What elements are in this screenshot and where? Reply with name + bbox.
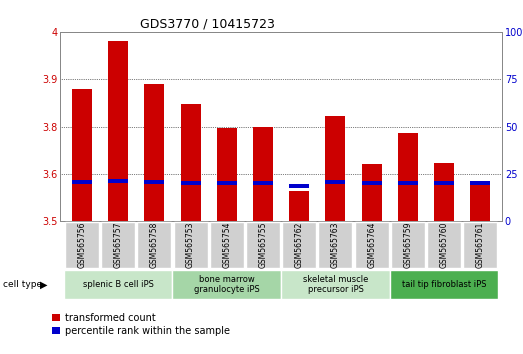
Bar <box>217 181 237 185</box>
Text: cell type: cell type <box>3 280 42 289</box>
Text: GSM565753: GSM565753 <box>186 222 195 268</box>
Bar <box>325 180 345 184</box>
Text: GSM565763: GSM565763 <box>331 222 340 268</box>
Text: GSM565759: GSM565759 <box>403 222 413 268</box>
Legend: transformed count, percentile rank within the sample: transformed count, percentile rank withi… <box>52 313 230 336</box>
FancyBboxPatch shape <box>65 222 99 268</box>
FancyBboxPatch shape <box>319 222 353 268</box>
Text: GSM565754: GSM565754 <box>222 222 231 268</box>
FancyBboxPatch shape <box>463 222 497 268</box>
FancyBboxPatch shape <box>64 270 173 298</box>
FancyBboxPatch shape <box>173 270 281 298</box>
FancyBboxPatch shape <box>391 222 425 268</box>
Text: GSM565760: GSM565760 <box>440 222 449 268</box>
Text: skeletal muscle
precursor iPS: skeletal muscle precursor iPS <box>303 275 368 294</box>
FancyBboxPatch shape <box>355 222 389 268</box>
Bar <box>144 84 164 221</box>
Bar <box>289 191 309 221</box>
Text: tail tip fibroblast iPS: tail tip fibroblast iPS <box>402 280 486 289</box>
Bar <box>398 133 418 221</box>
Text: bone marrow
granulocyte iPS: bone marrow granulocyte iPS <box>194 275 259 294</box>
Text: GSM565761: GSM565761 <box>476 222 485 268</box>
FancyBboxPatch shape <box>427 222 461 268</box>
Bar <box>180 181 200 185</box>
Bar <box>108 179 128 183</box>
FancyBboxPatch shape <box>281 270 390 298</box>
Bar <box>289 183 309 188</box>
Bar <box>180 104 200 221</box>
Bar <box>362 165 382 221</box>
Bar <box>253 127 273 221</box>
FancyBboxPatch shape <box>138 222 172 268</box>
Bar <box>470 185 490 221</box>
Bar <box>398 181 418 185</box>
Bar <box>72 88 92 221</box>
Bar <box>72 180 92 184</box>
Text: GSM565764: GSM565764 <box>367 222 376 268</box>
Bar <box>325 115 345 221</box>
FancyBboxPatch shape <box>210 222 244 268</box>
Text: GSM565762: GSM565762 <box>295 222 304 268</box>
Bar <box>434 181 454 185</box>
FancyBboxPatch shape <box>101 222 135 268</box>
Text: GSM565756: GSM565756 <box>77 222 86 268</box>
Text: GSM565755: GSM565755 <box>258 222 267 268</box>
FancyBboxPatch shape <box>390 270 498 298</box>
FancyBboxPatch shape <box>246 222 280 268</box>
Text: ▶: ▶ <box>40 280 48 290</box>
Bar <box>434 163 454 221</box>
Text: GSM565757: GSM565757 <box>113 222 122 268</box>
Bar <box>362 181 382 185</box>
Bar <box>217 128 237 221</box>
Bar <box>108 41 128 221</box>
Bar <box>253 181 273 185</box>
Text: splenic B cell iPS: splenic B cell iPS <box>83 280 154 289</box>
Bar <box>470 181 490 185</box>
FancyBboxPatch shape <box>174 222 208 268</box>
Text: GSM565758: GSM565758 <box>150 222 159 268</box>
Text: GDS3770 / 10415723: GDS3770 / 10415723 <box>140 18 275 31</box>
Bar <box>144 180 164 184</box>
FancyBboxPatch shape <box>282 222 316 268</box>
